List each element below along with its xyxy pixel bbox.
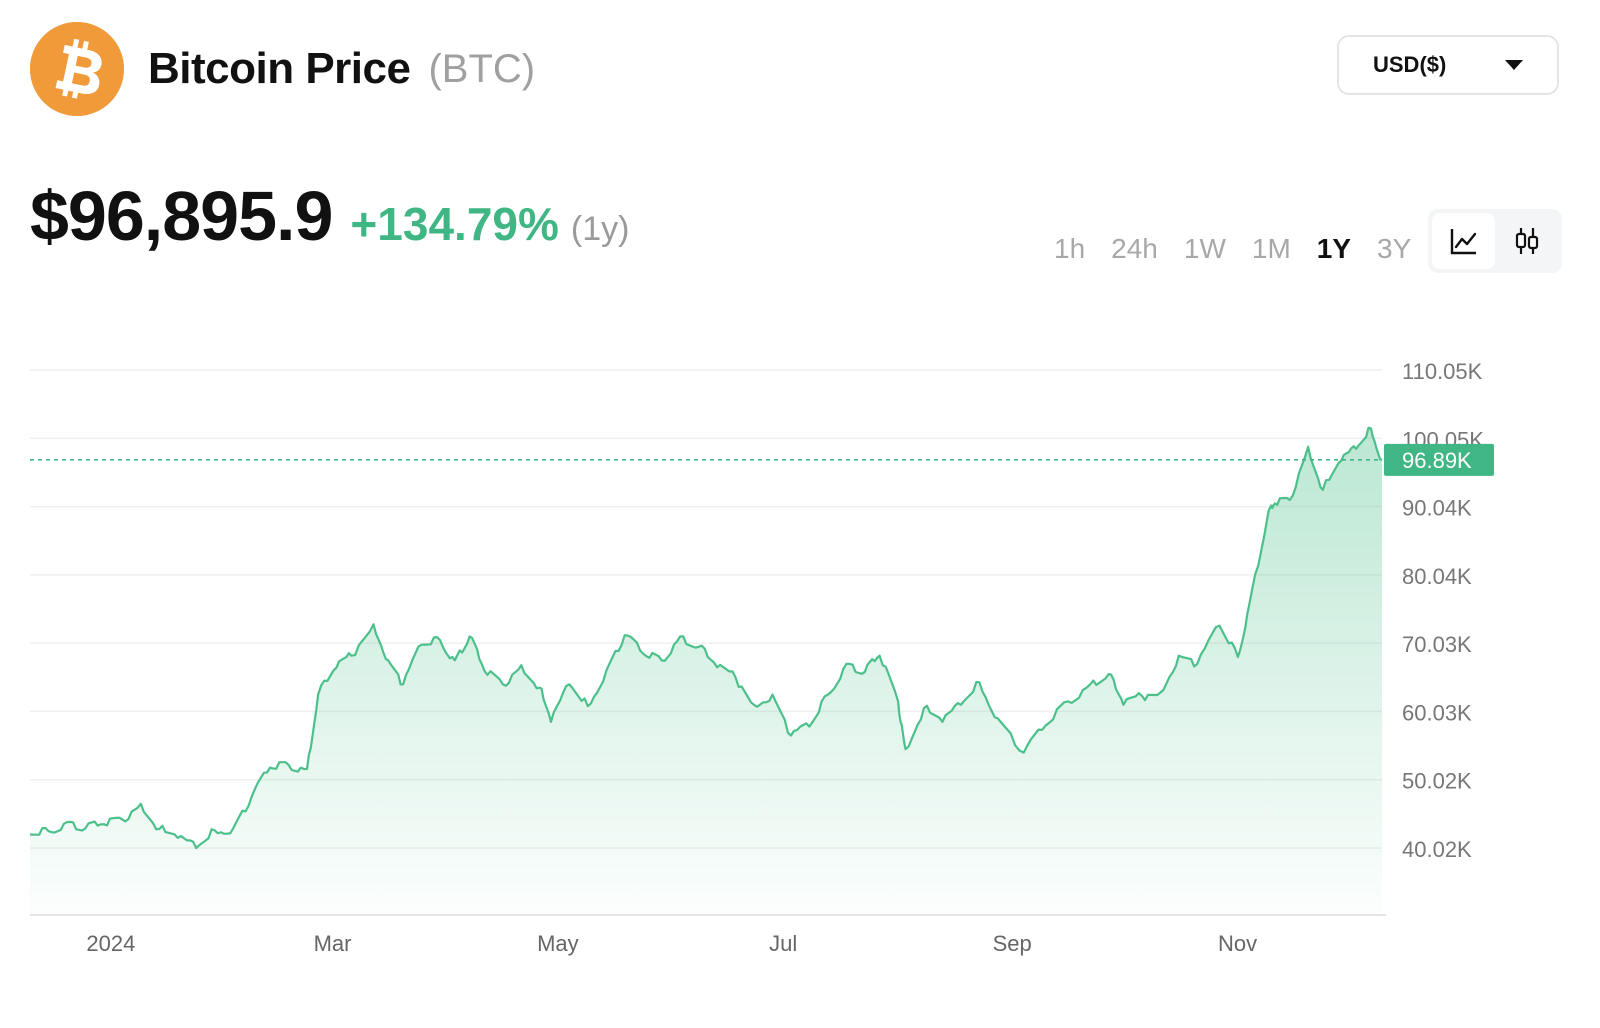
current-price: $96,895.9 xyxy=(30,177,333,255)
y-tick-label: 60.03K xyxy=(1402,700,1472,725)
price-line xyxy=(29,426,1383,850)
range-tab-24h[interactable]: 24h xyxy=(1111,233,1158,264)
currency-label: USD($) xyxy=(1373,52,1447,77)
x-tick-label: 2024 xyxy=(86,931,135,956)
page-title: Bitcoin Price xyxy=(148,44,411,93)
current-price-tag-label: 96.89K xyxy=(1402,448,1472,473)
price-area xyxy=(30,427,1382,915)
candlestick-chart-button[interactable] xyxy=(1495,213,1558,269)
range-tab-1w[interactable]: 1W xyxy=(1183,233,1226,264)
y-tick-label: 80.04K xyxy=(1402,564,1472,589)
chart-type-toggle xyxy=(1428,209,1562,273)
x-tick-label: Mar xyxy=(314,931,352,956)
time-range-tabs: 1h 24h 1W 1M 1Y 3Y xyxy=(1054,232,1437,266)
bitcoin-logo-icon xyxy=(30,22,124,116)
x-tick-label: Nov xyxy=(1218,931,1257,956)
header: Bitcoin Price (BTC) xyxy=(30,22,535,116)
price-summary: $96,895.9 +134.79% (1y) xyxy=(30,176,629,256)
range-tab-1h[interactable]: 1h xyxy=(1054,233,1086,264)
candlestick-chart-icon xyxy=(1515,228,1538,254)
y-tick-label: 110.05K xyxy=(1402,359,1483,384)
range-tab-3y[interactable]: 3Y xyxy=(1377,233,1412,264)
x-tick-label: Sep xyxy=(993,931,1032,956)
x-tick-label: May xyxy=(537,931,579,956)
y-tick-label: 90.04K xyxy=(1402,496,1472,521)
change-period: (1y) xyxy=(570,210,630,248)
range-tab-1y[interactable]: 1Y xyxy=(1316,233,1352,264)
line-chart-icon xyxy=(1450,229,1476,255)
currency-dropdown[interactable]: USD($) xyxy=(1337,35,1559,95)
current-price-tag xyxy=(1384,443,1494,476)
y-tick-label: 70.03K xyxy=(1402,632,1472,657)
price-chart[interactable]: 40.02K50.02K60.03K70.03K80.04K90.04K100.… xyxy=(0,300,1600,1000)
y-tick-label: 50.02K xyxy=(1402,769,1472,794)
x-tick-label: Jul xyxy=(769,931,797,956)
caret-down-icon xyxy=(1505,60,1523,70)
range-tab-1m[interactable]: 1M xyxy=(1251,233,1291,264)
ticker-symbol: (BTC) xyxy=(428,46,536,91)
y-tick-label: 40.02K xyxy=(1402,837,1472,862)
price-change: +134.79% xyxy=(350,198,559,250)
line-chart-button[interactable] xyxy=(1432,213,1495,269)
